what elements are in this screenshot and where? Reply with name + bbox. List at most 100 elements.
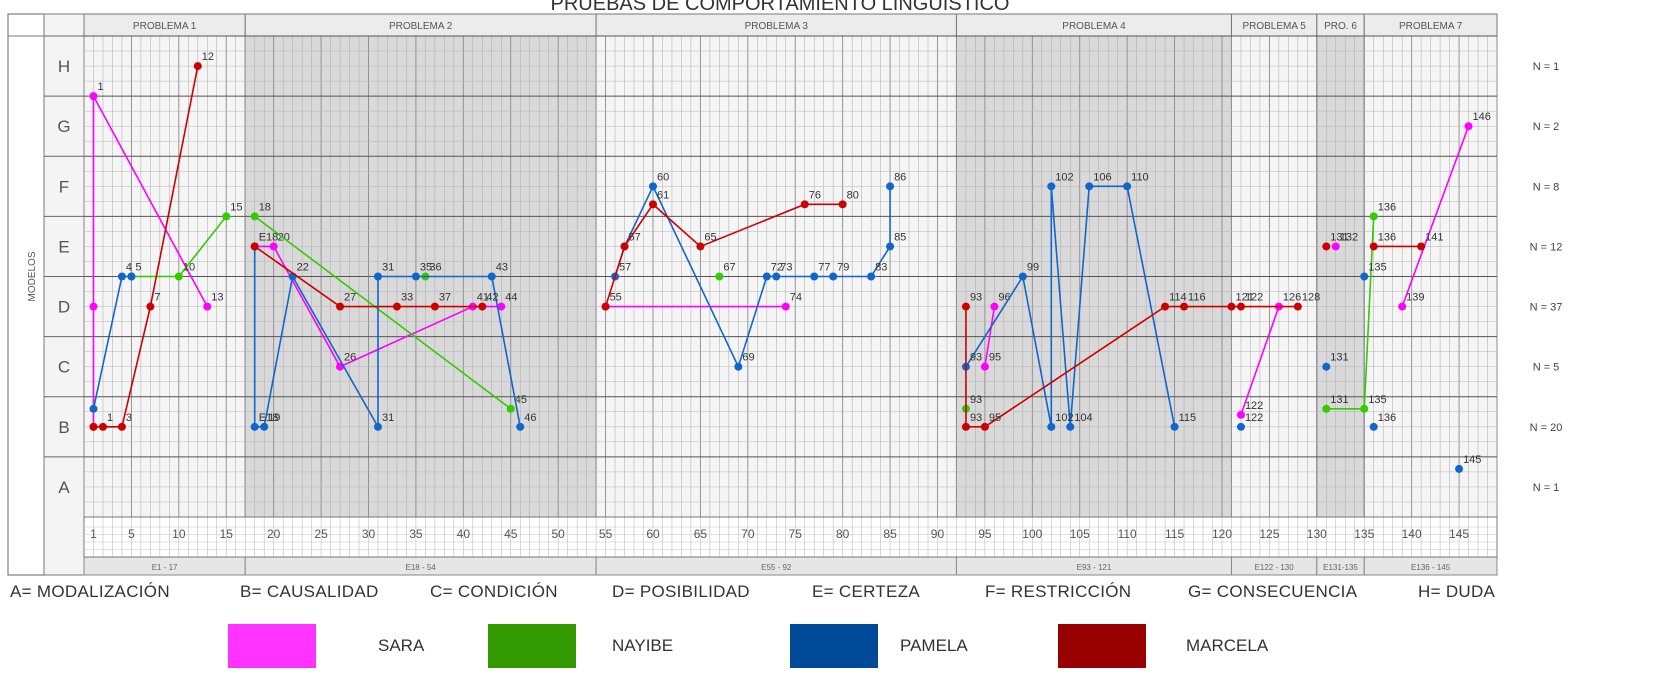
- data-point-nayibe: [174, 272, 183, 281]
- x-tick-label: 75: [789, 527, 803, 541]
- data-point-pamela: [1360, 272, 1369, 281]
- data-point-marcela: [89, 422, 98, 431]
- data-label: 5: [135, 262, 141, 274]
- data-point-sara: [203, 302, 212, 311]
- n-label-a: N = 1: [1533, 482, 1560, 494]
- definition-c: C= CONDICIÓN: [430, 582, 558, 601]
- data-label: 61: [657, 189, 669, 201]
- data-label: 93: [970, 292, 982, 304]
- x-tick-label: 30: [362, 527, 376, 541]
- data-label: 99: [1027, 262, 1039, 274]
- data-label: 146: [1473, 111, 1491, 123]
- data-point-pamela: [762, 272, 771, 281]
- problem-title-1: PROBLEMA 1: [133, 21, 197, 32]
- data-label: E18: [259, 231, 279, 243]
- problem-range-label-1: E1 - 17: [152, 563, 178, 572]
- x-tick-label: 1: [90, 527, 97, 541]
- data-point-pamela: [810, 272, 819, 281]
- x-tick-label: 105: [1070, 527, 1090, 541]
- data-label: 46: [524, 412, 536, 424]
- data-point-pamela: [1170, 422, 1179, 431]
- problem-title-5: PROBLEMA 5: [1242, 21, 1306, 32]
- data-point-marcela: [98, 422, 107, 431]
- data-label: 72: [771, 262, 783, 274]
- data-label: 95: [989, 412, 1001, 424]
- data-label: 121: [1235, 292, 1253, 304]
- data-label: 44: [505, 292, 517, 304]
- series-line-sara: [984, 306, 996, 367]
- data-label: 102: [1055, 171, 1073, 183]
- data-label: 12: [202, 51, 214, 63]
- data-point-pamela: [867, 272, 876, 281]
- data-label: 65: [704, 231, 716, 243]
- legend-swatch-marcela: [1058, 624, 1146, 668]
- definition-e: E= CERTEZA: [812, 582, 921, 601]
- data-point-pamela: [127, 272, 136, 281]
- data-label: 95: [989, 352, 1001, 364]
- data-label: 76: [809, 189, 821, 201]
- data-point-sara: [781, 302, 790, 311]
- data-point-sara: [990, 302, 999, 311]
- data-label: 35: [420, 262, 432, 274]
- data-point-marcela: [478, 302, 487, 311]
- data-point-marcela: [1369, 242, 1378, 251]
- data-point-sara: [1464, 122, 1473, 131]
- data-label: 33: [401, 292, 413, 304]
- data-label: 31: [382, 262, 394, 274]
- x-tick-label: 20: [267, 527, 281, 541]
- data-point-pamela: [516, 422, 525, 431]
- data-label: 26: [344, 352, 356, 364]
- data-point-pamela: [1066, 422, 1075, 431]
- legend-swatch-pamela: [790, 624, 878, 668]
- problem-range-label-5: E122 - 130: [1255, 563, 1295, 572]
- definition-b: B= CAUSALIDAD: [240, 582, 379, 601]
- data-label: 80: [847, 189, 859, 201]
- x-tick-label: 45: [504, 527, 518, 541]
- data-point-pamela: [260, 422, 269, 431]
- data-label: 93: [970, 412, 982, 424]
- data-point-marcela: [648, 200, 657, 209]
- data-point-marcela: [1180, 302, 1189, 311]
- data-label: 104: [1074, 412, 1092, 424]
- data-label: 93: [970, 394, 982, 406]
- data-point-sara: [1236, 410, 1245, 419]
- x-tick-label: 60: [646, 527, 660, 541]
- data-label: 136: [1378, 412, 1396, 424]
- level-label-column: [43, 13, 85, 576]
- data-point-marcela: [1161, 302, 1170, 311]
- legend-label-nayibe: NAYIBE: [612, 636, 674, 655]
- x-tick-label: 10: [172, 527, 186, 541]
- x-tick-label: 25: [314, 527, 328, 541]
- data-label: 73: [780, 262, 792, 274]
- data-point-pamela: [373, 272, 382, 281]
- series-line-pamela: [965, 185, 1176, 427]
- data-point-nayibe: [1369, 212, 1378, 221]
- data-label: 1: [107, 412, 113, 424]
- problem-title-6: PRO. 6: [1324, 21, 1357, 32]
- x-tick-label: 55: [599, 527, 613, 541]
- data-label: 85: [894, 231, 906, 243]
- data-point-marcela: [117, 422, 126, 431]
- data-point-sara: [1398, 302, 1407, 311]
- n-label-e: N = 12: [1530, 241, 1563, 253]
- data-label: 128: [1302, 292, 1320, 304]
- n-label-h: N = 1: [1533, 61, 1560, 73]
- n-label-b: N = 20: [1530, 422, 1563, 434]
- data-point-pamela: [1047, 422, 1056, 431]
- data-label: 60: [657, 171, 669, 183]
- x-tick-label: 85: [883, 527, 897, 541]
- legend-label-sara: SARA: [378, 636, 425, 655]
- data-point-pamela: [1047, 182, 1056, 191]
- data-point-marcela: [250, 242, 259, 251]
- level-label-e: E: [58, 237, 69, 256]
- level-label-f: F: [59, 177, 69, 196]
- level-label-b: B: [58, 418, 69, 437]
- data-point-pamela: [1369, 422, 1378, 431]
- data-label: 131: [1330, 352, 1348, 364]
- n-label-c: N = 5: [1533, 362, 1560, 374]
- n-label-d: N = 37: [1530, 302, 1563, 314]
- series-line-marcela: [604, 203, 843, 307]
- x-tick-label: 65: [694, 527, 708, 541]
- x-tick-label: 115: [1165, 527, 1184, 541]
